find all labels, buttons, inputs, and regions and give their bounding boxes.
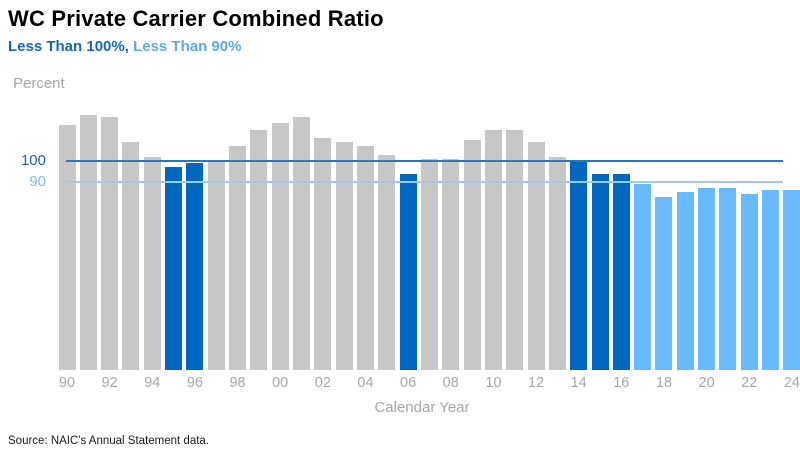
x-tick-2022: 22 (741, 375, 758, 391)
subtitle-less-than-90: Less Than 90% (133, 38, 242, 55)
x-tick-2024: 24 (783, 375, 800, 391)
y-tick-100: 100 (20, 152, 46, 169)
bar-2024 (783, 190, 800, 370)
bar-2008 (442, 158, 460, 370)
bar-2012 (527, 142, 545, 370)
bar-2000 (271, 123, 289, 370)
bar-2006 (399, 173, 417, 370)
x-tick-1996: 96 (186, 375, 203, 391)
bar-2009 (463, 140, 481, 370)
bar-1996 (186, 163, 204, 370)
x-tick-2008: 08 (442, 375, 459, 391)
y-axis-title: Percent (13, 75, 65, 92)
subtitle-less-than-100: Less Than 100%, (8, 38, 129, 55)
x-axis-title: Calendar Year (374, 399, 470, 416)
bar-2019 (676, 192, 694, 370)
bar-1998 (229, 146, 247, 370)
x-tick-2014: 14 (570, 375, 587, 391)
bar-1992 (101, 117, 119, 370)
bar-2001 (293, 117, 311, 370)
bar-2005 (378, 154, 396, 370)
x-tick-2020: 20 (698, 375, 715, 391)
bar-2004 (356, 146, 374, 370)
bar-2023 (762, 190, 780, 370)
chart-subtitle: Less Than 100%, Less Than 90% (8, 38, 241, 55)
bar-2010 (484, 129, 502, 370)
bar-2003 (335, 142, 353, 370)
bar-2018 (655, 196, 673, 370)
x-tick-2010: 10 (485, 375, 502, 391)
x-tick-2002: 02 (314, 375, 331, 391)
x-tick-2004: 04 (357, 375, 374, 391)
bar-2011 (506, 129, 524, 370)
x-tick-1990: 90 (58, 375, 76, 391)
bar-1993 (122, 142, 140, 370)
bar-1999 (250, 129, 268, 370)
x-tick-1994: 94 (144, 375, 161, 391)
bar-2022 (740, 194, 758, 370)
x-tick-2012: 12 (527, 375, 545, 391)
bar-1994 (143, 156, 161, 370)
bar-1997 (207, 161, 225, 370)
bar-1991 (79, 115, 97, 370)
x-tick-2018: 18 (655, 375, 673, 391)
bar-2007 (420, 158, 438, 370)
bar-1990 (58, 125, 76, 370)
bar-2015 (591, 173, 609, 370)
gridline-90 (66, 180, 783, 183)
x-tick-2000: 00 (272, 375, 289, 391)
x-tick-2016: 16 (613, 375, 630, 391)
chart-title: WC Private Carrier Combined Ratio (8, 6, 384, 31)
bar-2017 (634, 183, 652, 370)
bar-2021 (719, 188, 737, 370)
bar-2014 (570, 161, 588, 370)
x-tick-2006: 06 (400, 375, 417, 391)
source-note: Source: NAIC's Annual Statement data. (8, 435, 210, 447)
bar-2013 (548, 156, 566, 370)
bar-2002 (314, 138, 332, 370)
bar-2020 (698, 188, 716, 370)
bar-1995 (165, 167, 183, 370)
x-tick-1998: 98 (229, 375, 246, 391)
x-tick-1992: 92 (101, 375, 118, 391)
gridline-100 (66, 160, 783, 162)
bar-2016 (612, 173, 630, 370)
y-tick-90: 90 (29, 172, 46, 190)
